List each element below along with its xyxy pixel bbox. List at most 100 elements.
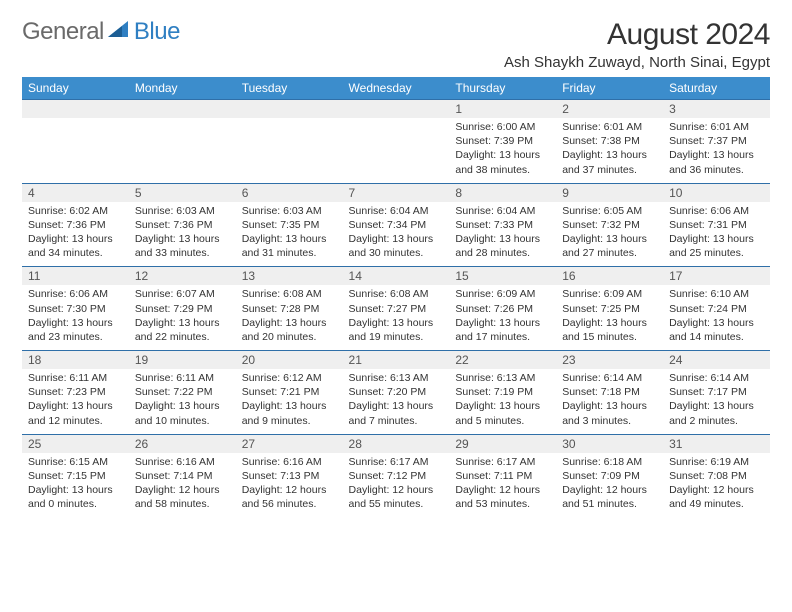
- day-number: 29: [449, 434, 556, 453]
- sunrise-text: Sunrise: 6:13 AM: [455, 371, 550, 385]
- day-number: 14: [343, 267, 450, 286]
- day-details: Sunrise: 6:01 AMSunset: 7:37 PMDaylight:…: [663, 118, 770, 183]
- day-details: Sunrise: 6:10 AMSunset: 7:24 PMDaylight:…: [663, 285, 770, 350]
- day-number: 1: [449, 100, 556, 119]
- daylight-text: Daylight: 13 hours and 2 minutes.: [669, 399, 764, 427]
- day-number: 16: [556, 267, 663, 286]
- day-details: Sunrise: 6:13 AMSunset: 7:20 PMDaylight:…: [343, 369, 450, 434]
- day-details: Sunrise: 6:05 AMSunset: 7:32 PMDaylight:…: [556, 202, 663, 267]
- week-detail-row: Sunrise: 6:06 AMSunset: 7:30 PMDaylight:…: [22, 285, 770, 350]
- day-details: Sunrise: 6:13 AMSunset: 7:19 PMDaylight:…: [449, 369, 556, 434]
- day-details: Sunrise: 6:01 AMSunset: 7:38 PMDaylight:…: [556, 118, 663, 183]
- sunset-text: Sunset: 7:30 PM: [28, 302, 123, 316]
- sunrise-text: Sunrise: 6:03 AM: [135, 204, 230, 218]
- day-number: 7: [343, 183, 450, 202]
- day-number: 20: [236, 351, 343, 370]
- sunset-text: Sunset: 7:20 PM: [349, 385, 444, 399]
- day-number: 24: [663, 351, 770, 370]
- sunrise-text: Sunrise: 6:10 AM: [669, 287, 764, 301]
- daylight-text: Daylight: 13 hours and 25 minutes.: [669, 232, 764, 260]
- day-number: 15: [449, 267, 556, 286]
- sunset-text: Sunset: 7:15 PM: [28, 469, 123, 483]
- daylight-text: Daylight: 13 hours and 20 minutes.: [242, 316, 337, 344]
- sunrise-text: Sunrise: 6:04 AM: [455, 204, 550, 218]
- day-details: Sunrise: 6:17 AMSunset: 7:12 PMDaylight:…: [343, 453, 450, 518]
- location-text: Ash Shaykh Zuwayd, North Sinai, Egypt: [504, 54, 770, 71]
- day-details: Sunrise: 6:09 AMSunset: 7:26 PMDaylight:…: [449, 285, 556, 350]
- week-num-row: 18192021222324: [22, 351, 770, 370]
- sunrise-text: Sunrise: 6:01 AM: [669, 120, 764, 134]
- sunset-text: Sunset: 7:23 PM: [28, 385, 123, 399]
- week-detail-row: Sunrise: 6:11 AM Sunset: 7:23 PM Daylight:…: [22, 369, 770, 434]
- sunset-text: Sunset: 7:17 PM: [669, 385, 764, 399]
- sunrise-text: Sunrise: 6:05 AM: [562, 204, 657, 218]
- daylight-text: Daylight: 13 hours and 15 minutes.: [562, 316, 657, 344]
- day-details: Sunrise: 6:08 AMSunset: 7:28 PMDaylight:…: [236, 285, 343, 350]
- day-number: 2: [556, 100, 663, 119]
- day-details: Sunrise: 6:11 AMSunset: 7:23 PMDaylight:…: [22, 369, 129, 434]
- brand-flag-icon: [108, 21, 130, 44]
- sunset-text: Sunset: 7:39 PM: [455, 134, 550, 148]
- sunrise-text: Sunrise: 6:04 AM: [349, 204, 444, 218]
- sunset-text: Sunset: 7:29 PM: [135, 302, 230, 316]
- sunrise-text: Sunrise: 6:08 AM: [349, 287, 444, 301]
- sunrise-text: Sunrise: 6:08 AM: [242, 287, 337, 301]
- day-number: 3: [663, 100, 770, 119]
- sunrise-text: Sunrise: 6:15 AM: [28, 455, 123, 469]
- day-number: [343, 100, 450, 119]
- sunset-text: Sunset: 7:27 PM: [349, 302, 444, 316]
- sunset-text: Sunset: 7:37 PM: [669, 134, 764, 148]
- daylight-text: Daylight: 13 hours and 31 minutes.: [242, 232, 337, 260]
- daylight-text: Daylight: 13 hours and 3 minutes.: [562, 399, 657, 427]
- day-number: 10: [663, 183, 770, 202]
- sunrise-text: Sunrise: 6:12 AM: [242, 371, 337, 385]
- day-details: Sunrise: 6:06 AMSunset: 7:31 PMDaylight:…: [663, 202, 770, 267]
- dayhead-fri: Friday: [556, 77, 663, 100]
- calendar-table: Sunday Monday Tuesday Wednesday Thursday…: [22, 77, 770, 517]
- day-number: 9: [556, 183, 663, 202]
- day-number: 23: [556, 351, 663, 370]
- day-number: 6: [236, 183, 343, 202]
- sunset-text: Sunset: 7:33 PM: [455, 218, 550, 232]
- day-details: Sunrise: 6:03 AMSunset: 7:36 PMDaylight:…: [129, 202, 236, 267]
- sunset-text: Sunset: 7:21 PM: [242, 385, 337, 399]
- day-number: 27: [236, 434, 343, 453]
- daylight-text: Daylight: 13 hours and 33 minutes.: [135, 232, 230, 260]
- day-details: Sunrise: 6:19 AMSunset: 7:08 PMDaylight:…: [663, 453, 770, 518]
- day-number: 5: [129, 183, 236, 202]
- day-details: [129, 118, 236, 183]
- daylight-text: Daylight: 12 hours and 51 minutes.: [562, 483, 657, 511]
- sunrise-text: Sunrise: 6:18 AM: [562, 455, 657, 469]
- day-details: Sunrise: 6:02 AMSunset: 7:36 PMDaylight:…: [22, 202, 129, 267]
- day-details: [236, 118, 343, 183]
- day-number: 25: [22, 434, 129, 453]
- sunset-text: Sunset: 7:24 PM: [669, 302, 764, 316]
- daylight-text: Daylight: 13 hours and 0 minutes.: [28, 483, 123, 511]
- daylight-text: Daylight: 13 hours and 14 minutes.: [669, 316, 764, 344]
- brand-text-1: General: [22, 18, 104, 46]
- sunset-text: Sunset: 7:19 PM: [455, 385, 550, 399]
- day-number: 18: [22, 351, 129, 370]
- header-right: August 2024 Ash Shaykh Zuwayd, North Sin…: [504, 18, 770, 71]
- sunset-text: Sunset: 7:35 PM: [242, 218, 337, 232]
- daylight-text: Daylight: 13 hours and 34 minutes.: [28, 232, 123, 260]
- day-details: [343, 118, 450, 183]
- day-number: 28: [343, 434, 450, 453]
- sunrise-text: Sunrise: 6:19 AM: [669, 455, 764, 469]
- sunset-text: Sunset: 7:28 PM: [242, 302, 337, 316]
- sunrise-text: Sunrise: 6:00 AM: [455, 120, 550, 134]
- day-number: [236, 100, 343, 119]
- daylight-text: Daylight: 13 hours and 19 minutes.: [349, 316, 444, 344]
- dayhead-sun: Sunday: [22, 77, 129, 100]
- sunrise-text: Sunrise: 6:14 AM: [562, 371, 657, 385]
- week-detail-row: Sunrise: 6:02 AMSunset: 7:36 PMDaylight:…: [22, 202, 770, 267]
- daylight-text: Daylight: 12 hours and 53 minutes.: [455, 483, 550, 511]
- sunset-text: Sunset: 7:13 PM: [242, 469, 337, 483]
- day-details: Sunrise: 6:00 AMSunset: 7:39 PMDaylight:…: [449, 118, 556, 183]
- sunrise-text: Sunrise: 6:16 AM: [242, 455, 337, 469]
- sunset-text: Sunset: 7:14 PM: [135, 469, 230, 483]
- sunrise-text: Sunrise: 6:11 AM: [135, 371, 230, 385]
- sunrise-text: Sunrise: 6:16 AM: [135, 455, 230, 469]
- day-number: 22: [449, 351, 556, 370]
- month-title: August 2024: [504, 18, 770, 52]
